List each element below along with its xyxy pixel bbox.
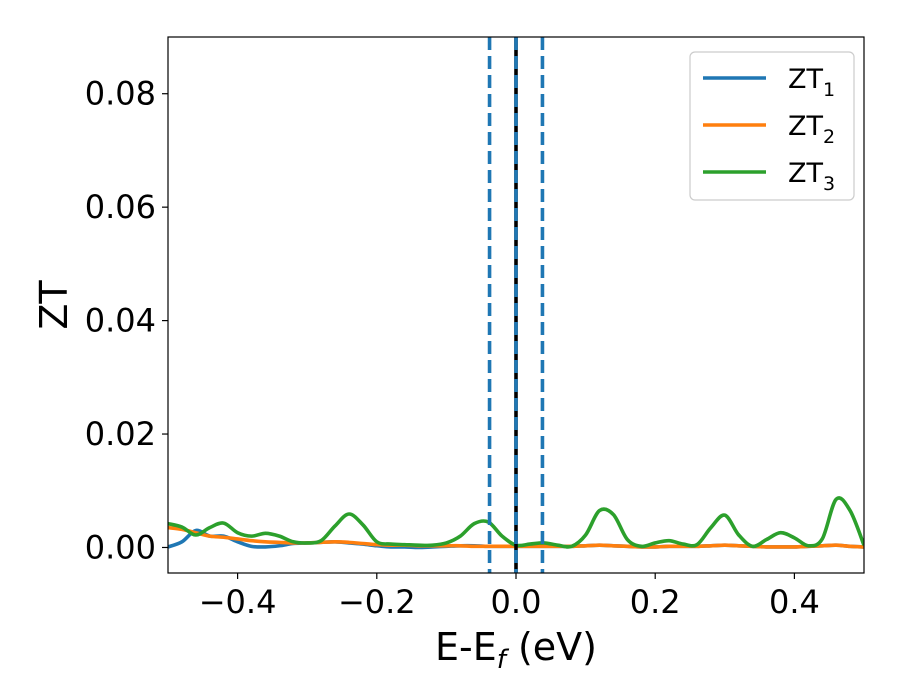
x-axis-title-unit: (eV): [506, 625, 597, 669]
y-tick-label: 0.06: [85, 188, 156, 226]
y-tick-label: 0.00: [85, 528, 156, 566]
legend-box: [689, 51, 855, 201]
y-tick-label: 0.04: [85, 302, 156, 340]
legend-label-zt1: ZT1: [788, 64, 835, 101]
axes: −0.4 −0.2 0.0 0.2 0.4 0.00 0.02 0.04 0.06 0.08: [85, 36, 865, 621]
x-tick-label: 0.2: [630, 583, 681, 621]
plot-area: [168, 37, 864, 573]
legend: ZT1 ZT2 ZT3: [689, 51, 855, 201]
x-tick-label: −0.2: [338, 583, 416, 621]
y-tick-label: 0.08: [85, 75, 156, 113]
legend-label-zt3: ZT3: [788, 158, 835, 195]
x-axis-title-main: E-E: [435, 625, 497, 669]
y-axis-title: ZT: [32, 280, 76, 330]
x-tick-label: 0.4: [769, 583, 820, 621]
legend-label-zt2: ZT2: [788, 111, 835, 148]
y-tick-label: 0.02: [85, 415, 156, 453]
plot-clipped: [168, 37, 864, 573]
x-tick-label: 0.0: [491, 583, 542, 621]
x-axis-title: E-Ef (eV): [435, 625, 597, 675]
x-tick-label: −0.4: [199, 583, 277, 621]
